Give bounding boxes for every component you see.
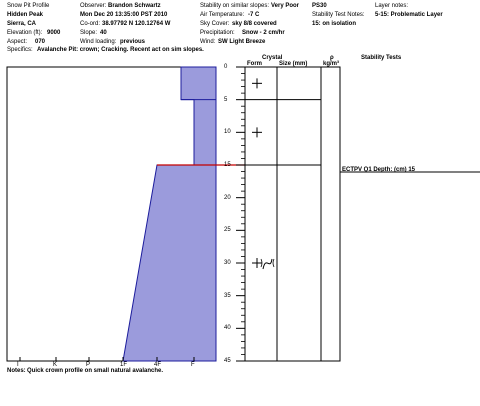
region-name: Sierra, CA: [7, 21, 37, 27]
hardness-label: 4F: [154, 362, 162, 368]
hardness-axis: [19, 357, 195, 361]
size-header: Size (mm): [279, 61, 308, 67]
wind-value: SW Light Breeze: [218, 39, 266, 45]
wind-loading-label: Wind loading:: [80, 39, 117, 45]
depth-label: 20: [224, 194, 231, 201]
hardness-label: I: [17, 362, 19, 368]
location-name: Hidden Peak: [7, 12, 44, 18]
depth-label: 45: [224, 358, 231, 364]
observer-value: Brandon Schwartz: [108, 3, 161, 9]
precip-label: Precipitation:: [200, 30, 235, 36]
depth-label: 30: [224, 260, 231, 266]
stability-label: Stability on similar slopes:: [200, 3, 270, 9]
depth-label: 25: [224, 227, 231, 234]
depth-label: 10: [224, 129, 231, 136]
crystal-form-marks: [252, 78, 275, 270]
crystal-bracket-right: [272, 258, 275, 268]
stability-value: Very Poor: [271, 3, 300, 9]
stability-notes-label: Stability Test Notes:: [312, 12, 365, 18]
header-title: Snow Pit Profile: [7, 3, 50, 9]
ps-value: PS30: [312, 3, 327, 9]
specifics-label: Specifics:: [7, 47, 33, 53]
crystal-panel-frame: [244, 66, 341, 362]
density-unit: kg/m³: [323, 61, 340, 67]
layer-notes-value: 5-15: Problematic Layer: [375, 12, 443, 18]
hardness-area: [122, 66, 217, 362]
slope-label: Slope:: [80, 30, 98, 36]
hardness-profile: [122, 66, 217, 362]
air-temp-label: Air Temperature:: [200, 12, 245, 18]
aspect-value: 070: [35, 39, 46, 45]
stability-test-result: ECTPV Q1 Depth: (cm) 15: [342, 167, 416, 173]
hardness-label: F: [191, 362, 195, 368]
elevation-label: Elevation (ft):: [7, 30, 43, 36]
wind-loading-value: previous: [120, 39, 146, 45]
precip-value: Snow - 2 cm/hr: [242, 30, 285, 36]
wind-label: Wind:: [200, 39, 216, 45]
form-header: Form: [247, 61, 262, 67]
observer-label: Observer:: [80, 3, 107, 9]
depth-label: 15: [224, 162, 231, 168]
depth-label: 40: [224, 325, 231, 332]
stability-notes-value: 15: on isolation: [312, 21, 357, 27]
layer-notes-label: Layer notes:: [375, 3, 409, 9]
crystal-header: Crystal: [262, 55, 283, 61]
notes-value: Quick crown profile on small natural ava…: [27, 368, 164, 374]
slope-value: 40: [100, 30, 107, 36]
depth-axis: [236, 66, 245, 362]
sky-cover-label: Sky Cover:: [200, 21, 230, 27]
layer-boundaries: [245, 99, 321, 166]
air-temp-value: -7 C: [248, 12, 260, 18]
hardness-label: P: [86, 362, 91, 368]
stability-tests-header: Stability Tests: [361, 55, 402, 61]
coord-value: 38.97792 N 120.12764 W: [102, 21, 171, 27]
aspect-label: Aspect:: [7, 39, 28, 45]
hardness-label: K: [53, 362, 58, 368]
elevation-value: 9000: [47, 30, 61, 36]
date-value: Mon Dec 20 13:35:00 PST 2010: [80, 12, 168, 18]
sky-cover-value: sky 8/8 covered: [232, 21, 277, 27]
coord-label: Co-ord:: [80, 21, 101, 27]
depth-label: 0: [224, 64, 228, 70]
depth-label: 5: [224, 96, 228, 103]
notes-label: Notes:: [7, 368, 26, 374]
depth-label: 35: [224, 292, 231, 299]
crystal-bracket-left: [260, 258, 263, 268]
crystal-rounded-mark: [262, 258, 273, 270]
specifics-value: Avalanche Pit: crown; Cracking. Recent a…: [37, 47, 204, 53]
hardness-label: 1F: [120, 362, 128, 368]
density-header: ρ: [330, 55, 334, 61]
